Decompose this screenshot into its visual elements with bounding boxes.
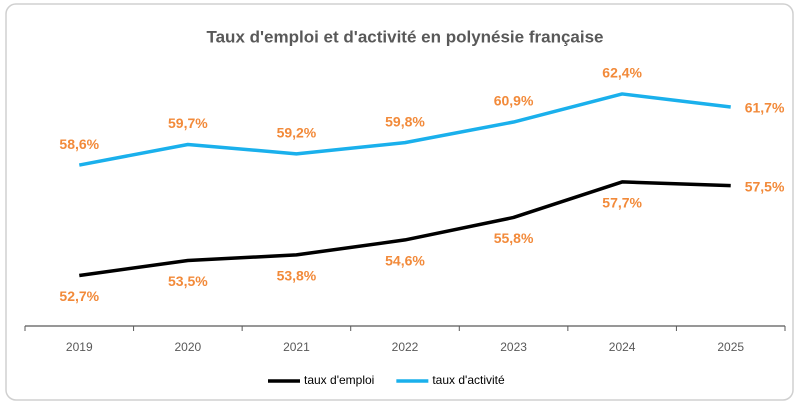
x-tick-label: 2020 [175,340,202,354]
x-tick-label: 2025 [717,340,744,354]
data-label: 60,9% [494,93,534,109]
x-tick-label: 2021 [283,340,310,354]
data-label: 59,8% [385,113,425,129]
data-label: 59,2% [277,125,317,141]
x-tick-label: 2019 [66,340,93,354]
data-label: 52,7% [59,288,99,304]
data-label: 55,8% [494,230,534,246]
x-tick-label: 2024 [609,340,636,354]
x-tick-label: 2023 [500,340,527,354]
x-tick-label: 2022 [392,340,419,354]
data-label: 54,6% [385,253,425,269]
data-label: 61,7% [745,100,785,116]
chart-frame [5,3,794,401]
data-label: 53,5% [168,273,208,289]
data-label: 58,6% [59,136,99,152]
data-label: 62,4% [602,65,642,81]
legend-label: taux d'emploi [304,373,374,387]
chart-title: Taux d'emploi et d'activité en polynésie… [206,27,603,46]
data-label: 53,8% [277,268,317,284]
series-line [79,180,731,278]
data-label: 59,7% [168,115,208,131]
legend-label: taux d'activité [432,373,505,387]
data-label: 57,7% [602,195,642,211]
data-label: 57,5% [745,178,785,194]
series-line [78,92,731,167]
